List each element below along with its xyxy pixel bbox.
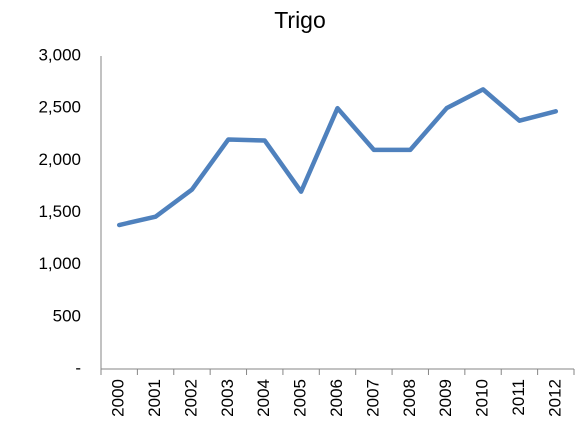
x-tick-label: 2007 [363,379,382,417]
y-tick-label: - [75,358,81,377]
y-tick-label: 1,000 [38,254,81,273]
line-series [116,87,559,228]
x-tick-label: 2002 [181,379,200,417]
x-tick-label: 2010 [473,379,492,417]
x-tick-label: 2012 [545,379,564,417]
x-tick-label: 2008 [400,379,419,417]
y-tick-label: 500 [53,306,81,325]
y-tick-label: 3,000 [38,45,81,64]
x-tick-label: 2011 [509,379,528,416]
chart-title: Trigo [274,7,326,33]
x-tick-label: 2000 [109,379,128,417]
y-tick-label: 2,000 [38,150,81,169]
x-tick-label: 2001 [145,379,164,417]
x-tick-label: 2009 [436,379,455,417]
y-tick-label: 2,500 [38,98,81,117]
y-tick-label: 1,500 [38,202,81,221]
x-tick-label: 2003 [218,379,237,417]
x-tick-label: 2005 [291,379,310,417]
x-tick-label: 2004 [254,379,273,417]
x-tick-label: 2006 [327,379,346,417]
